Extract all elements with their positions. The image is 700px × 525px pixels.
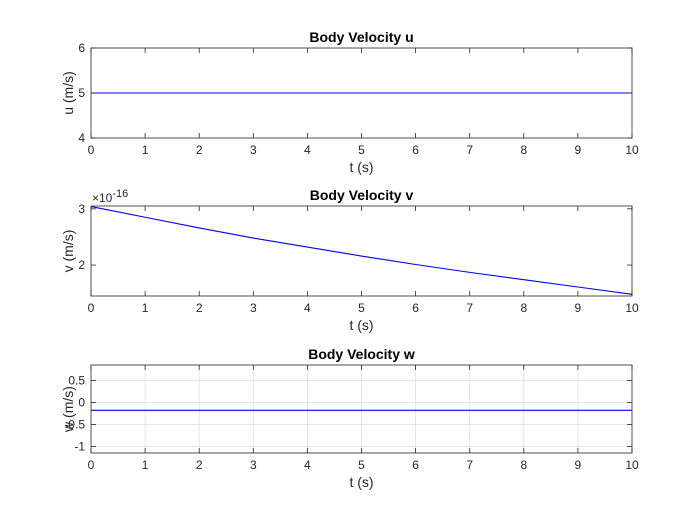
y-tick-label: 0 [78, 395, 85, 409]
x-tick-label: 5 [358, 301, 365, 315]
y-tick-label: 2 [78, 258, 85, 272]
x-axis-label: t (s) [349, 159, 373, 175]
x-tick-label: 3 [250, 458, 257, 472]
y-tick-label: 4 [78, 131, 85, 145]
y-tick-label: -0.5 [64, 417, 85, 431]
x-axis-label: t (s) [349, 474, 373, 490]
y-tick-label: 0.5 [68, 373, 85, 387]
series-line [90, 206, 633, 295]
x-tick-label: 8 [520, 143, 527, 157]
subplot-2: 0 1 2 3 4 5 6 7 8 9 10 2 3 Body Velocity v t (s) v (m/s… [60, 187, 639, 333]
y-axis-label: w (m/s) [60, 386, 76, 433]
x-tick-label: 1 [142, 458, 149, 472]
y-axis-label: v (m/s) [60, 230, 76, 273]
x-tick-label: 1 [142, 301, 149, 315]
x-tick-label: 10 [625, 458, 639, 472]
x-tick-label: 7 [466, 301, 473, 315]
x-tick-label: 2 [196, 458, 203, 472]
x-tick-label: 5 [358, 458, 365, 472]
x-tick-label: 0 [88, 143, 95, 157]
x-tick-label: 1 [142, 143, 149, 157]
x-tick-label: 5 [358, 143, 365, 157]
x-tick-label: 4 [304, 301, 311, 315]
x-tick-label: 8 [520, 458, 527, 472]
x-tick-label: 0 [88, 458, 95, 472]
x-tick-label: 7 [466, 143, 473, 157]
y-axis-exponent: ×10-16 [92, 188, 128, 205]
x-tick-label: 6 [412, 143, 419, 157]
x-tick-label: 2 [196, 301, 203, 315]
x-tick-label: 6 [412, 458, 419, 472]
x-tick-label: 0 [88, 301, 95, 315]
x-tick-label: 3 [250, 143, 257, 157]
y-tick-label: 3 [78, 202, 85, 216]
y-axis-label: u (m/s) [60, 71, 76, 115]
x-tick-label: 7 [466, 458, 473, 472]
x-tick-label: 3 [250, 301, 257, 315]
x-tick-label: 4 [304, 143, 311, 157]
x-tick-label: 10 [625, 143, 639, 157]
x-tick-label: 10 [625, 301, 639, 315]
chart-title: Body Velocity v [310, 187, 414, 203]
x-axis-label: t (s) [349, 317, 373, 333]
plot-background [91, 206, 632, 296]
x-tick-label: 6 [412, 301, 419, 315]
x-tick-label: 2 [196, 143, 203, 157]
chart-title: Body Velocity u [309, 29, 413, 45]
x-tick-label: 9 [575, 458, 582, 472]
subplot-1: 0 1 2 3 4 5 6 7 8 9 10 4 5 6 Body Velocity u t (s) u (m/… [60, 29, 639, 175]
x-tick-label: 9 [575, 143, 582, 157]
chart-title: Body Velocity w [308, 346, 415, 362]
y-tick-label: -1 [74, 439, 85, 453]
subplot-3: 0 1 2 3 4 5 6 7 8 9 10 -1 -0.5 0 0.5 Body Velocity w t (… [60, 346, 639, 490]
x-tick-label: 9 [575, 301, 582, 315]
x-tick-label: 4 [304, 458, 311, 472]
x-tick-label: 8 [520, 301, 527, 315]
y-tick-label: 5 [78, 86, 85, 100]
y-tick-label: 6 [78, 41, 85, 55]
